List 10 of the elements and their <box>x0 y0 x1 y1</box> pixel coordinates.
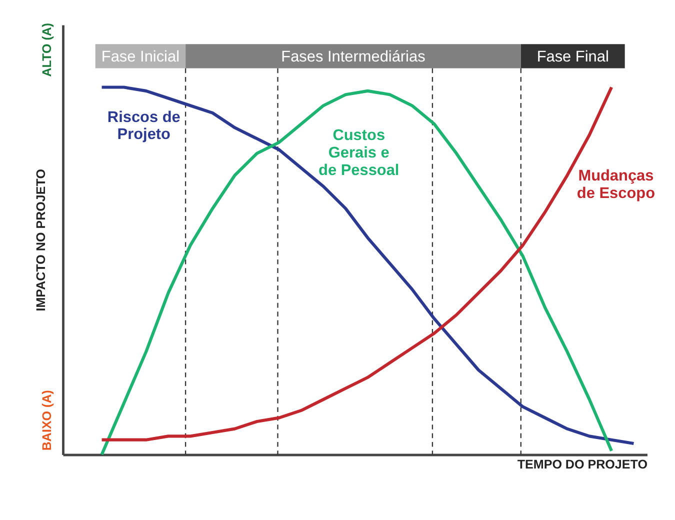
text: BAIXO (A) <box>40 390 54 451</box>
text: Fase Inicial <box>101 48 180 66</box>
text: ALTO (A) <box>40 22 54 77</box>
text: Fase Final <box>536 48 609 66</box>
x-axis-title: TEMPO DO PROJETO <box>517 458 648 472</box>
series-label: Riscos de Projeto <box>107 108 181 144</box>
text: Fases Intermediárias <box>281 48 426 66</box>
series-label: Custos Gerais e de Pessoal <box>318 127 400 179</box>
y-axis-title: IMPACTO NO PROJETO <box>34 168 48 312</box>
series-label: Mudanças de Escopo <box>576 168 655 202</box>
